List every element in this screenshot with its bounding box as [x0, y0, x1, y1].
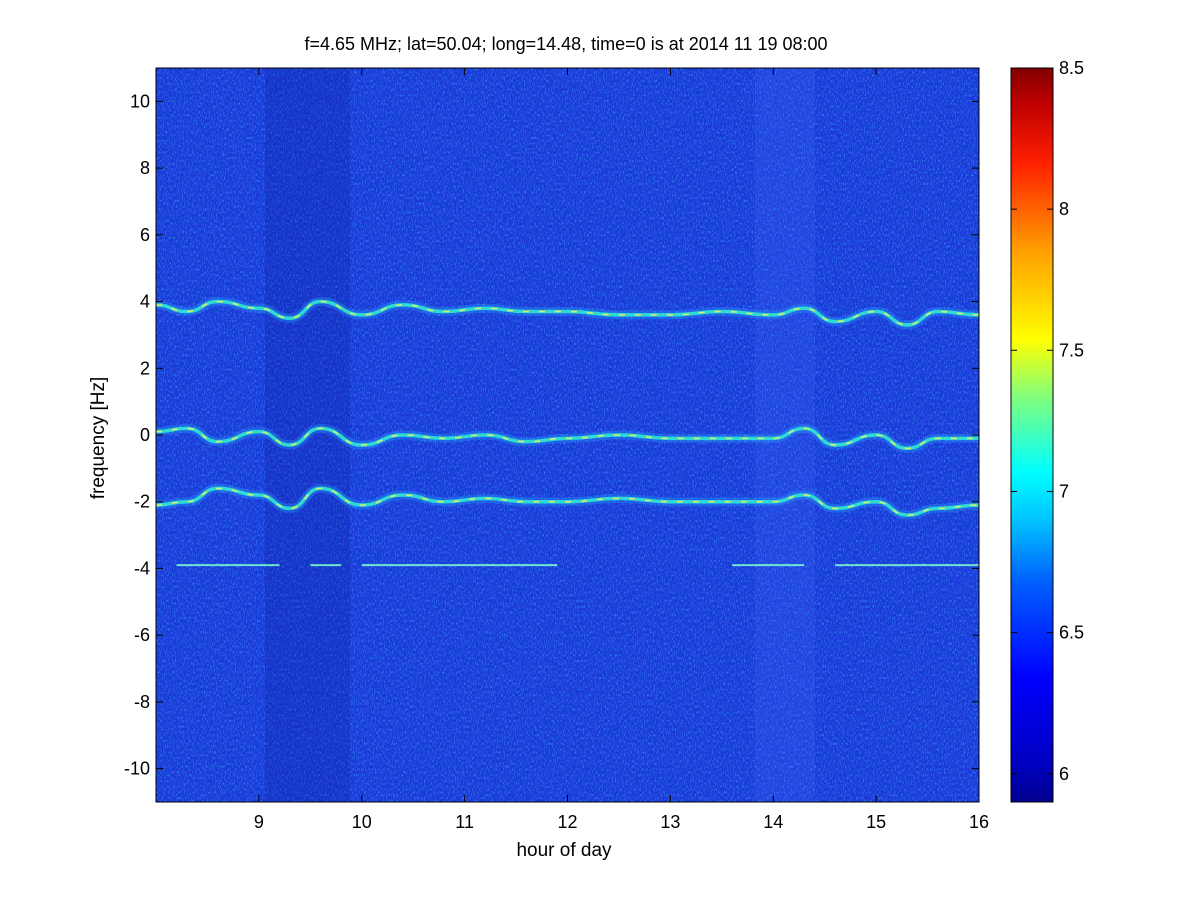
x-tick-label: 13 [660, 812, 680, 832]
y-tick-label: 10 [130, 91, 150, 111]
colorbar-tick-label: 8 [1059, 199, 1069, 219]
y-tick-label: 2 [140, 358, 150, 378]
colorbar-tick-label: 7 [1059, 481, 1069, 501]
y-tick-label: 8 [140, 158, 150, 178]
x-tick-label: 10 [352, 812, 372, 832]
y-axis: 10 8 6 4 2 0 -2 -4 -6 -8 -10 [124, 91, 979, 779]
y-tick-label: -10 [124, 759, 150, 779]
y-tick-label: -4 [134, 558, 150, 578]
trace-layer [156, 297, 979, 567]
heatmap-noise [156, 68, 979, 802]
x-tick-label: 12 [557, 812, 577, 832]
colorbar-axis: 8.5 8 7.5 7 6.5 6 [1011, 58, 1084, 784]
x-tick-label: 11 [455, 812, 474, 832]
x-axis-label: hour of day [516, 840, 612, 861]
plot-area [156, 68, 979, 802]
y-tick-label: -6 [134, 625, 150, 645]
colorbar-tick-label: 6.5 [1059, 623, 1084, 643]
x-tick-label: 14 [763, 812, 783, 832]
colorbar-tick-label: 8.5 [1059, 58, 1084, 78]
x-tick-label: 15 [866, 812, 886, 832]
trace-peak [156, 300, 979, 326]
x-tick-label: 16 [969, 812, 989, 832]
x-tick-label: 9 [254, 812, 264, 832]
colorbar-tick-label: 7.5 [1059, 340, 1084, 360]
colorbar [1010, 67, 1054, 803]
trace-line [156, 486, 979, 517]
trace-line [156, 426, 979, 451]
x-axis: 9 10 11 12 13 14 15 16 [254, 68, 989, 832]
y-axis-label: frequency [Hz] [88, 377, 109, 500]
colorbar-tick-label: 6 [1059, 764, 1069, 784]
y-tick-label: 4 [140, 292, 150, 312]
y-tick-label: -8 [134, 692, 150, 712]
y-tick-label: 6 [140, 225, 150, 245]
chart-title: f=4.65 MHz; lat=50.04; long=14.48, time=… [304, 34, 827, 54]
y-tick-label: -2 [134, 492, 150, 512]
y-tick-label: 0 [140, 425, 150, 445]
